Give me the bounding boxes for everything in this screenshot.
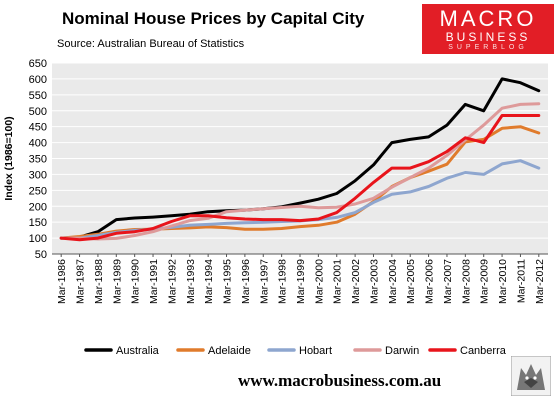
x-tick-label: Mar-2003 xyxy=(368,259,380,304)
logo-line-3: SUPERBLOG xyxy=(448,44,528,51)
footer-url: www.macrobusiness.com.au xyxy=(238,371,442,390)
y-tick-label: 50 xyxy=(35,249,47,261)
x-tick-label: Mar-2011 xyxy=(515,259,527,303)
x-tick-label: Mar-1996 xyxy=(240,259,252,304)
legend-label-canberra: Canberra xyxy=(460,345,507,357)
y-tick-label: 500 xyxy=(29,106,47,118)
y-tick-label: 600 xyxy=(29,74,47,86)
y-tick-label: 200 xyxy=(29,201,47,213)
x-tick-label: Mar-1986 xyxy=(56,259,68,304)
x-tick-label: Mar-1988 xyxy=(93,259,105,304)
x-tick-label: Mar-1995 xyxy=(222,259,234,304)
y-tick-label: 350 xyxy=(29,154,47,166)
x-tick-label: Mar-1997 xyxy=(258,259,270,304)
x-tick-label: Mar-2002 xyxy=(350,259,362,304)
legend-label-darwin: Darwin xyxy=(385,345,419,357)
y-axis-label: Index (1986=100) xyxy=(3,116,15,200)
x-tick-label: Mar-2004 xyxy=(387,259,399,304)
y-tick-label: 150 xyxy=(29,217,47,229)
x-tick-label: Mar-2012 xyxy=(534,259,546,304)
x-tick-label: Mar-1999 xyxy=(295,259,307,304)
x-tick-label: Mar-1992 xyxy=(166,259,178,304)
x-tick-label: Mar-1989 xyxy=(111,259,123,304)
x-tick-label: Mar-1987 xyxy=(75,259,87,304)
y-tick-label: 250 xyxy=(29,185,47,197)
x-tick-label: Mar-2001 xyxy=(332,259,344,304)
x-tick-label: Mar-2010 xyxy=(497,259,509,304)
chart-title: Nominal House Prices by Capital City xyxy=(62,9,365,28)
chart-source: Source: Australian Bureau of Statistics xyxy=(57,38,245,50)
series-line-canberra xyxy=(59,114,541,242)
x-tick-label: Mar-2006 xyxy=(424,259,436,304)
series-line-darwin xyxy=(59,102,541,241)
y-tick-label: 550 xyxy=(29,90,47,102)
x-tick-label: Mar-2009 xyxy=(479,259,491,304)
legend-label-australia: Australia xyxy=(116,345,160,357)
macrobusiness-logo: MACRO BUSINESS SUPERBLOG xyxy=(422,4,554,54)
x-tick-label: Mar-1991 xyxy=(148,259,160,304)
x-tick-label: Mar-1990 xyxy=(130,259,142,304)
x-tick-label: Mar-2000 xyxy=(313,259,325,304)
logo-line-2: BUSINESS xyxy=(445,30,531,44)
y-tick-label: 300 xyxy=(29,169,47,181)
wolf-logo-icon xyxy=(511,356,551,396)
x-tick-label: Mar-1994 xyxy=(203,259,215,304)
x-tick-label: Mar-1998 xyxy=(277,259,289,304)
y-tick-label: 400 xyxy=(29,138,47,150)
y-tick-label: 100 xyxy=(29,233,47,245)
y-tick-label: 650 xyxy=(29,58,47,70)
series-line-australia xyxy=(59,77,541,240)
x-tick-label: Mar-2005 xyxy=(405,259,417,304)
x-tick-label: Mar-2007 xyxy=(442,259,454,304)
logo-line-1: MACRO xyxy=(439,6,537,31)
y-tick-label: 450 xyxy=(29,122,47,134)
x-tick-label: Mar-1993 xyxy=(185,259,197,304)
legend-label-hobart: Hobart xyxy=(299,345,332,357)
x-tick-label: Mar-2008 xyxy=(460,259,472,304)
legend-label-adelaide: Adelaide xyxy=(208,345,251,357)
